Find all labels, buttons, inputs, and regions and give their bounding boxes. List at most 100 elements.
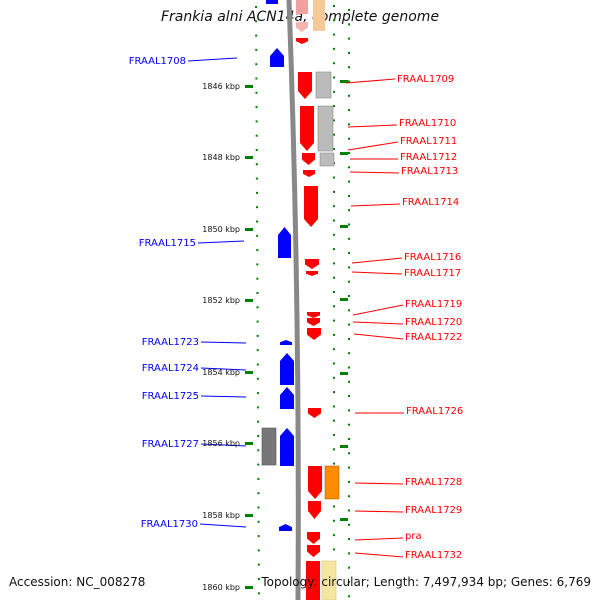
major-tick-right — [340, 518, 348, 521]
tick-dot — [348, 581, 350, 583]
tick-dot — [348, 323, 350, 326]
gene-label-fraal1726[interactable]: FRAAL1726 — [406, 406, 463, 417]
leader-line-fraal1716 — [351, 257, 403, 264]
gene-fraal1728 — [308, 466, 322, 499]
gene-label-fraal1720[interactable]: FRAAL1720 — [405, 317, 462, 328]
genome-backbone — [286, 0, 301, 600]
tick-dot — [348, 295, 350, 297]
scale-label-1848-kbp: 1848 kbp — [202, 153, 240, 162]
tick-dot — [333, 62, 335, 65]
gene-label-fraal1732[interactable]: FRAAL1732 — [405, 550, 462, 561]
tick-dot — [257, 592, 260, 595]
tick-dot — [333, 534, 335, 537]
gene-label-fraal1715[interactable]: FRAAL1715 — [139, 238, 196, 249]
tick-dot — [333, 305, 335, 308]
tick-dot — [348, 466, 350, 469]
gene-label-fraal1725[interactable]: FRAAL1725 — [142, 391, 199, 402]
gene-label-fraal1724[interactable]: FRAAL1724 — [142, 363, 199, 374]
major-tick-left — [245, 228, 253, 231]
leader-line-fraal1724 — [200, 367, 247, 371]
tick-dot — [348, 509, 350, 512]
tick-dot — [333, 434, 335, 436]
major-tick-left — [245, 586, 253, 589]
leader-line-fraal1730 — [199, 523, 247, 528]
gene-feature-fraal1728-orange — [324, 465, 340, 500]
scale-label-1846-kbp: 1846 kbp — [202, 82, 240, 91]
gene-label-fraal1730[interactable]: FRAAL1730 — [141, 519, 198, 530]
tick-dot — [333, 33, 335, 36]
tick-dot — [348, 266, 350, 269]
scale-label-1854-kbp: 1854 kbp — [202, 368, 240, 377]
tick-dot — [348, 552, 350, 555]
gene-label-fraal1717[interactable]: FRAAL1717 — [404, 268, 461, 279]
tick-dot — [257, 420, 260, 423]
tick-dot — [333, 419, 335, 422]
gene-arrow-top-small — [296, 38, 308, 44]
tick-dot — [348, 80, 350, 83]
tick-dot — [348, 180, 350, 183]
gene-fraal1716 — [305, 259, 319, 269]
tick-dot — [333, 548, 335, 551]
tick-marks — [245, 5, 350, 598]
tick-dot — [348, 51, 350, 54]
tick-dot — [333, 19, 335, 22]
gene-label-fraal1729[interactable]: FRAAL1729 — [405, 505, 462, 516]
tick-dot — [257, 520, 260, 523]
tick-dot — [348, 538, 350, 541]
tick-dot — [333, 5, 335, 7]
leader-line-fraal1720 — [352, 321, 404, 325]
gene-label-fraal1714[interactable]: FRAAL1714 — [402, 197, 459, 208]
leader-line-fraal1725 — [200, 395, 247, 398]
tick-dot — [348, 523, 350, 526]
tick-dot — [333, 119, 335, 122]
tick-dot — [333, 276, 335, 279]
tick-dot — [348, 366, 350, 369]
tick-dot — [257, 449, 260, 452]
gene-label-fraal1711[interactable]: FRAAL1711 — [400, 136, 457, 147]
tick-dot — [256, 220, 259, 223]
gene-arrow-top-pink — [296, 22, 308, 32]
tick-dot — [348, 423, 350, 426]
gene-label-fraal1708[interactable]: FRAAL1708 — [129, 56, 186, 67]
gene-features — [261, 0, 340, 600]
tick-dot — [256, 263, 259, 266]
gene-feature-bottom-yellow — [321, 560, 337, 600]
gene-label-fraal1727[interactable]: FRAAL1727 — [142, 439, 199, 450]
tick-dot — [348, 194, 350, 197]
gene-label-fraal1712[interactable]: FRAAL1712 — [400, 152, 457, 163]
gene-label-fraal1713[interactable]: FRAAL1713 — [401, 166, 458, 177]
scale-label-1856-kbp: 1856 kbp — [202, 439, 240, 448]
tick-dot — [333, 219, 335, 222]
tick-dot — [348, 9, 350, 11]
leader-line-fraal1711 — [347, 141, 399, 151]
gene-label-pra[interactable]: pra — [405, 531, 422, 542]
gene-fraal1730 — [279, 524, 292, 531]
gene-fraal1713 — [303, 170, 315, 177]
tick-dot — [255, 106, 258, 109]
gene-label-fraal1722[interactable]: FRAAL1722 — [405, 332, 462, 343]
tick-dot — [333, 90, 335, 93]
leader-line-fraal1715 — [197, 240, 245, 244]
major-tick-right — [340, 372, 348, 375]
gene-label-fraal1716[interactable]: FRAAL1716 — [404, 252, 461, 263]
gene-label-fraal1710[interactable]: FRAAL1710 — [399, 118, 456, 129]
gene-fraal1727 — [280, 428, 294, 466]
tick-dot — [333, 76, 335, 79]
tick-dot — [333, 462, 335, 465]
tick-dot — [348, 595, 350, 598]
leader-line-fraal1723 — [200, 341, 247, 344]
tick-dot — [348, 309, 350, 312]
tick-dot — [257, 578, 260, 580]
tick-dot — [333, 148, 335, 150]
gene-label-fraal1723[interactable]: FRAAL1723 — [142, 337, 199, 348]
tick-dot — [255, 134, 258, 137]
tick-dot — [333, 405, 335, 408]
tick-dot — [255, 177, 258, 180]
gene-label-fraal1709[interactable]: FRAAL1709 — [397, 74, 454, 85]
gene-fraal1725 — [280, 387, 294, 409]
gene-label-fraal1719[interactable]: FRAAL1719 — [405, 299, 462, 310]
gene-label-fraal1728[interactable]: FRAAL1728 — [405, 477, 462, 488]
gene-feature-fraal1710-gray — [317, 105, 334, 152]
tick-dot — [256, 334, 259, 337]
